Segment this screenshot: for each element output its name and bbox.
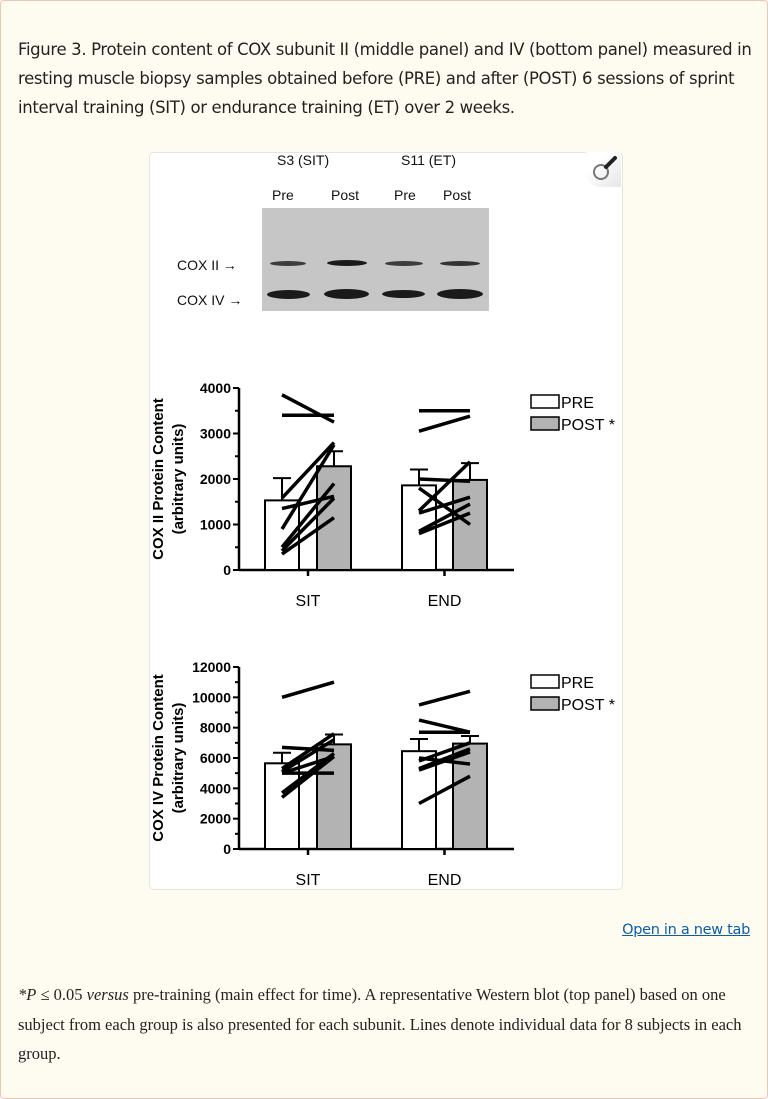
blot-band: [440, 261, 480, 266]
y-tick-label: 3000: [200, 426, 231, 442]
blot-lane-label: Pre: [394, 187, 416, 203]
footnote-versus: versus: [86, 985, 129, 1004]
blot-band: [327, 260, 367, 266]
legend-label: PRE: [561, 395, 594, 412]
blot-lane-label: Post: [443, 187, 472, 203]
y-axis-title: COX IV Protein Content: [150, 674, 167, 842]
legend-pre-swatch: [530, 674, 560, 689]
y-tick-label: 10000: [192, 689, 231, 705]
y-tick-label: 0: [223, 562, 231, 578]
y-tick-label: 1000: [200, 517, 231, 533]
footnote-p: *P: [18, 985, 37, 1004]
subject-line: [280, 482, 336, 549]
subject-line: [417, 460, 472, 513]
blot-band: [382, 290, 425, 298]
pre-bar: [264, 762, 300, 850]
footnote-condition: ≤ 0.05: [36, 985, 87, 1004]
subject-line: [418, 477, 471, 484]
blot-band: [385, 261, 423, 266]
subject-line: [280, 496, 336, 553]
y-tick-label: 6000: [200, 750, 231, 766]
open-in-new-tab-link[interactable]: Open in a new tab: [622, 922, 750, 938]
y-tick-label: 0: [223, 841, 231, 857]
subject-line: [280, 443, 336, 530]
y-tick-label: 12000: [192, 659, 231, 675]
blot-band: [437, 289, 483, 299]
subject-line: [281, 732, 335, 771]
zoom-image-button[interactable]: [586, 152, 621, 187]
subject-line: [418, 750, 471, 772]
x-category-label: SIT: [296, 593, 321, 610]
subject-line: [418, 689, 471, 707]
post-bar: [452, 478, 488, 571]
blot-row-cox2: COX II →: [177, 257, 237, 273]
figure-footnote: *P ≤ 0.05 versus pre-training (main effe…: [18, 980, 758, 1069]
legend-label: POST *: [561, 417, 615, 434]
western-blot: [262, 208, 489, 311]
y-tick-label: 2000: [200, 811, 231, 827]
blot-subject-sit: S3 (SIT): [277, 152, 330, 168]
y-axis-subtitle: (arbitrary units): [170, 424, 187, 535]
x-category-label: SIT: [296, 872, 321, 889]
post-bar: [452, 742, 488, 850]
cox4-chart: COX IV Protein Content (arbitrary units) 0…: [150, 659, 615, 889]
x-category-label: END: [428, 872, 462, 889]
y-tick-label: 4000: [200, 380, 231, 396]
blot-subject-et: S11 (ET): [401, 152, 456, 168]
blot-row-cox4: COX IV →: [177, 292, 243, 308]
subject-line: [418, 718, 471, 734]
footnote-rest: pre-training (main effect for time). A r…: [18, 985, 742, 1063]
legend-post-swatch: [530, 696, 560, 711]
subject-line: [281, 393, 335, 424]
figure-caption: Figure 3. Protein content of COX subunit…: [18, 40, 752, 117]
subject-line: [280, 752, 336, 795]
blot-lane-label: Post: [331, 187, 360, 203]
subject-line: [280, 755, 336, 799]
y-axis-title: COX II Protein Content: [150, 398, 167, 560]
subject-line: [280, 516, 336, 556]
subject-line: [418, 774, 471, 806]
blot-band: [267, 290, 310, 299]
magnifier-icon: [593, 156, 617, 180]
blot-band: [324, 289, 369, 299]
subject-line: [418, 495, 471, 515]
y-tick-label: 8000: [200, 720, 231, 736]
legend-label: PRE: [561, 675, 594, 692]
y-tick-label: 4000: [200, 780, 231, 796]
legend-label: POST *: [561, 697, 615, 714]
y-axis-subtitle: (arbitrary units): [170, 703, 187, 814]
subject-line: [418, 414, 471, 433]
subject-line: [418, 502, 471, 533]
y-tick-label: 2000: [200, 471, 231, 487]
subject-line: [280, 441, 336, 500]
legend-post-swatch: [530, 416, 560, 431]
subject-line: [281, 680, 335, 700]
subject-line: [281, 745, 335, 753]
x-category-label: END: [428, 593, 462, 610]
subject-line: [281, 738, 335, 774]
subject-line: [418, 741, 471, 763]
legend-pre-swatch: [530, 394, 560, 409]
subject-line: [281, 494, 335, 511]
subject-line: [418, 511, 471, 536]
blot-band: [270, 261, 306, 266]
blot-lane-label: Pre: [272, 187, 294, 203]
cox2-chart: COX II Protein Content (arbitrary units) 0…: [150, 380, 615, 610]
